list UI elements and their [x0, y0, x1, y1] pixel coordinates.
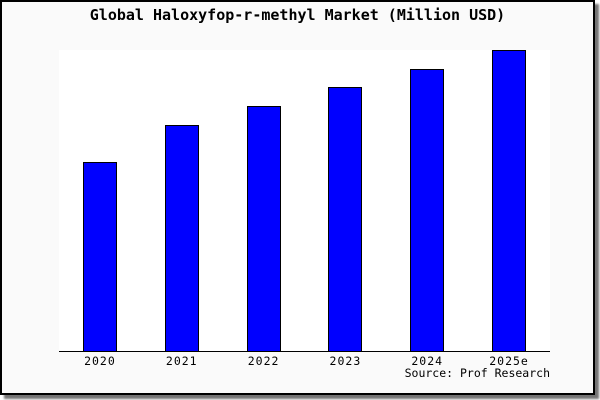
source-text: Source: Prof Research [404, 366, 550, 380]
bar-2023 [328, 87, 363, 351]
x-tick-label-2023: 2023 [329, 354, 362, 368]
x-tick-label-2020: 2020 [84, 354, 116, 368]
bar-2020 [82, 162, 117, 351]
chart-figure: Global Haloxyfop-r-methyl Market (Millio… [0, 0, 595, 395]
x-tick-label-2021: 2021 [165, 354, 198, 368]
bar-2025e [492, 50, 527, 351]
plot-area [59, 50, 550, 352]
bar-2022 [246, 106, 281, 351]
chart-title: Global Haloxyfop-r-methyl Market (Millio… [89, 6, 506, 24]
x-tick-label-2025e: 2025e [489, 354, 529, 368]
bar-2021 [164, 125, 199, 351]
x-axis-labels: 2020 2021 2022 2023 2024 2025e [59, 355, 550, 368]
x-tick-label-2022: 2022 [247, 354, 280, 368]
x-tick-label-2024: 2024 [411, 354, 444, 368]
bar-2024 [410, 68, 445, 351]
